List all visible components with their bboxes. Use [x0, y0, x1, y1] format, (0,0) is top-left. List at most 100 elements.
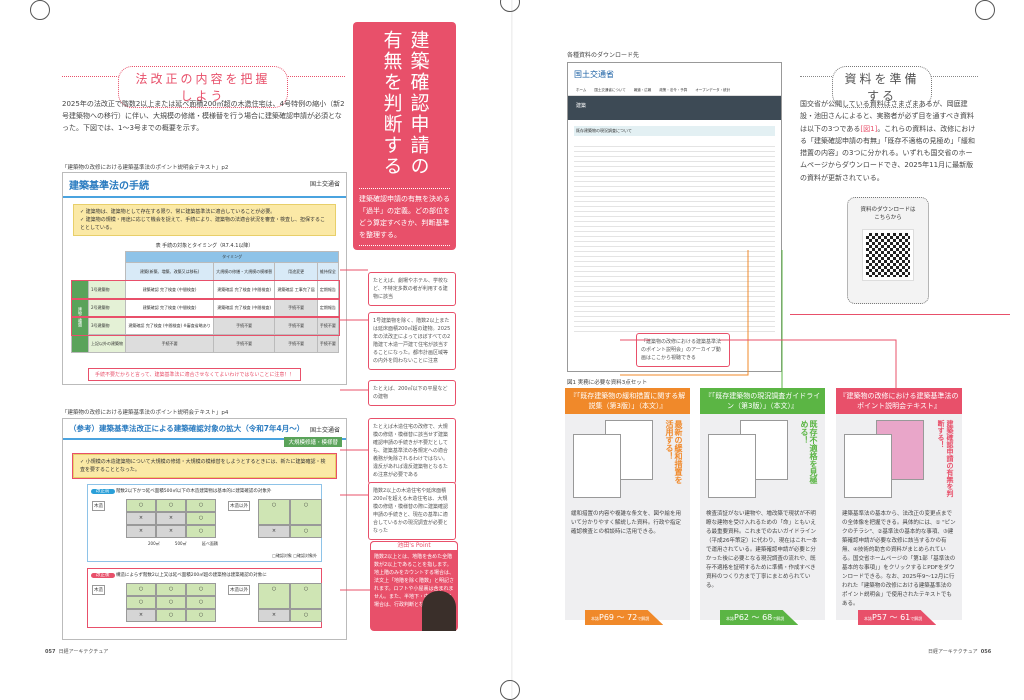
- cell: 建築確認 完了検査 (中間検査) ※審査省略あり: [125, 316, 214, 335]
- page-footer: 057 日経アーキテクチュア: [45, 648, 108, 655]
- page-reference-tag: 本誌P69 〜 72で解説: [585, 610, 664, 625]
- card-title: 『「既存建築物の現況調査ガイドライン（第3版）」（本文）』: [700, 388, 825, 414]
- figure-caption: 図1 実務に必要な資料3点セット: [567, 380, 648, 386]
- mlit-website-screenshot: 国土交通省 ホーム 国土交通省について 報道・広報 政策・法令・予算 オープンデータ・統…: [567, 62, 782, 372]
- figure-title: 建築基準法の手続: [63, 173, 346, 198]
- page-reference-tag: 本誌P57 〜 61で解説: [858, 610, 937, 625]
- nav-item[interactable]: 国土交通省について: [594, 88, 626, 92]
- check-box: ✓ 小規模の木造建築物について大規模の修繕・大規模の模様替をしようとするときには…: [72, 453, 337, 479]
- col-header: 維持保全: [316, 262, 340, 281]
- point-text: 階数2以上とは、地階を含めた全階数が2以上であることを指します。地上階のみをカウ…: [374, 554, 455, 608]
- card-text: 建築基準法の基本から、法改正の変更点までの全体像を把握できる。具体的には、① "…: [842, 511, 956, 607]
- nav-item[interactable]: 政策・法令・予算: [659, 88, 688, 92]
- side-label: 建物の種類: [71, 280, 89, 353]
- cell: 建築確認 完了検査 (中間検査): [125, 280, 214, 299]
- site-logo: 国土交通省: [574, 70, 614, 79]
- cell: 建築確認 工事完了届: [274, 280, 318, 299]
- procedure-figure: 建築基準法の手続 国土交通省 ✓ 建築物は、建築物として存在する限り、常に建築基…: [62, 172, 347, 385]
- cell: 手続不要: [316, 334, 340, 353]
- feature-lead: 建築確認申請の有無を決める「過半」の定義。どの部位をどう算定すべきか、判断基準を…: [359, 188, 450, 246]
- point-title: 池田's Point: [370, 541, 458, 551]
- cell: 建築確認 完了検査 (中間検査): [125, 298, 214, 317]
- qr-box: 資料のダウンロードはこちらから: [847, 197, 929, 304]
- card-body: 既存不適格を見極める！ 検査済証がない建物や、増改築で現状が不明瞭な建物を受け入…: [700, 414, 825, 620]
- check-item: 建築物は、建築物として存在する限り、常に建築基準法に適合していることが必要。: [85, 209, 276, 215]
- cell: 建築確認 完了検査 (中間検査): [212, 280, 276, 299]
- registration-mark: [975, 0, 995, 20]
- before-text: 階数2以下かつ延べ面積500㎡以下の木造建築物は基本的に建築確認の対象外: [115, 489, 272, 494]
- card-slogan: 既存不適格を見極める！: [800, 420, 818, 484]
- row-label: 上記以外の建築物: [87, 334, 127, 353]
- section-heading: 法改正の内容を把握しよう: [118, 66, 288, 108]
- intro-paragraph: 2025年の法改正で階数2以上または延べ面積200㎡超の木造住宅は、4号特例の縮…: [62, 100, 345, 132]
- figure-caption: 「建築物の改修における建築基準法のポイント説明会テキスト」p4: [62, 410, 229, 416]
- page-number: 057: [45, 649, 56, 655]
- card-text: 検査済証がない建物や、増改築で現状が不明瞭な建物を受け入れるための「命」ともいえ…: [706, 511, 818, 589]
- cell: 手続不要: [274, 334, 318, 353]
- figure-reference[interactable]: [図1]: [860, 124, 878, 133]
- badge: 大規模修繕・模様替: [284, 437, 342, 447]
- resource-card-pink: 『建築物の改修における建築基準法のポイント説明会テキスト』 建築確認申請の有無を…: [836, 388, 962, 625]
- figure-caption: 「建築物の改修における建築基準法のポイント説明会テキスト」p2: [62, 165, 229, 171]
- card-slogan: 最新の緩和措置を活用する！: [665, 420, 683, 484]
- annotation: たとえば木造住宅の改修で、大規模の修繕・模様替に該当せず建築確認申請の手続きが不…: [368, 418, 456, 484]
- before-diagram: 改正前 階数2以下かつ延べ面積500㎡以下の木造建築物は基本的に建築確認の対象外…: [87, 484, 322, 562]
- resource-card-green: 『「既存建築物の現況調査ガイドライン（第3版）」（本文）』 既存不適格を見極める…: [700, 388, 825, 625]
- after-wood-grid: ○ ○ ○ ○ ○ ○ × ○ ○: [126, 583, 216, 622]
- card-title: 『建築物の改修における建築基準法のポイント説明会テキスト』: [836, 388, 962, 414]
- mlit-logo: 国土交通省: [309, 181, 340, 188]
- after-nonwood-grid: ○ ○ × ○: [258, 583, 322, 622]
- registration-mark: [500, 680, 520, 700]
- card-title: 『「既存建築物の緩和措置に関する解説集（第3版）」（本文）』: [565, 388, 690, 414]
- card-body: 最新の緩和措置を活用する！ 緩和措置の内容や複雑な条文を、図や絵を用いて分かりや…: [565, 414, 690, 620]
- qr-code[interactable]: [862, 229, 914, 281]
- warning-note: 手続不要だからと言って、建築基準法に適合させなくてよいわけではないことに注意！！: [88, 368, 302, 381]
- legend: □確認対象 □確認対象外: [272, 553, 317, 558]
- section-heading: 資料を準備する: [832, 66, 932, 108]
- wood-label: 木造: [92, 501, 105, 511]
- col-header: 用途変更: [274, 262, 318, 281]
- site-nav: ホーム 国土交通省について 報道・広報 政策・法令・予算 オープンデータ・統計: [568, 86, 781, 96]
- nonwood-label: 木造以外: [228, 501, 250, 511]
- card-connector-lines: [620, 250, 897, 388]
- figure-title: （参考）建築基準法改正による建築確認対象の拡大（令和7年4月〜）: [63, 419, 346, 440]
- procedure-table: タイミング 建築(新築、増築、改築又は移転) 大規模の修繕・大規模の模様替 用途変更…: [70, 251, 340, 353]
- registration-mark: [30, 0, 50, 20]
- annotation: 1号建築物を除く、階数2以上または延床面積200㎡超の建物。2025年の法改正に…: [368, 312, 456, 370]
- gutter: [511, 0, 513, 698]
- cell: 建築確認 完了検査 (中間検査): [212, 298, 276, 317]
- axis-labels: 200㎡ 500㎡ 延べ面積: [148, 541, 218, 546]
- card-body: 建築確認申請の有無を判断する！ 建築基準法の基本から、法改正の変更点までの全体像…: [836, 414, 962, 620]
- archive-callout: 「建築物の改修における建築基準法のポイント説明会」のアーカイブ動画はここから視聴…: [636, 333, 730, 367]
- expansion-figure: （参考）建築基準法改正による建築確認対象の拡大（令和7年4月〜） 国土交通省 大…: [62, 418, 347, 640]
- check-item: 建築物の規模・用途に応じて機会を捉えて、手続により、建築物の法適合状況を審査・検…: [80, 217, 325, 231]
- nav-item[interactable]: 報道・広報: [633, 88, 652, 92]
- cell: 定期報告: [316, 280, 340, 299]
- registration-mark: [500, 0, 520, 12]
- annotation: 階数2以上の木造住宅や延床面積200㎡を超える木造住宅は、大規模の修繕・模様替の…: [368, 482, 456, 540]
- feature-title: 建築確認申請の有無を判断する: [380, 30, 430, 177]
- page-reference-tag: 本誌P62 〜 68で解説: [720, 610, 799, 625]
- document-thumbnail: [573, 434, 621, 498]
- annotation: たとえば、劇場やホテル、学校など、不特定多数の者が利用する建物に該当: [368, 272, 456, 306]
- timing-header: タイミング: [125, 251, 339, 263]
- row-label: 3号建築物: [87, 316, 127, 335]
- check-box: ✓ 建築物は、建築物として存在する限り、常に建築基準法に適合していることが必要。…: [73, 204, 336, 236]
- nav-item[interactable]: オープンデータ・統計: [695, 88, 731, 92]
- row-label: 2号建築物: [87, 298, 127, 317]
- check-item: 小規模の木造建築物について大規模の修繕・大規模の模様替をしようとするときには、新…: [80, 459, 326, 473]
- page-number: 056: [980, 649, 992, 655]
- qr-label: 資料のダウンロードはこちらから: [860, 207, 916, 221]
- magazine-name: 日経アーキテクチュア: [58, 649, 109, 655]
- cell: 手続不要: [125, 334, 214, 353]
- nav-item[interactable]: ホーム: [576, 88, 587, 92]
- intro-paragraph: 国交省が公開している資料はさまざまあるが、岡庭建設・池田さんによると、実務者が必…: [800, 100, 976, 182]
- before-wood-grid: ○ ○ ○ × × ○ × × ○: [126, 499, 216, 538]
- page-footer: 日経アーキテクチュア 056: [928, 648, 991, 655]
- cell: 手続不要: [274, 316, 318, 335]
- resource-card-orange: 『「既存建築物の緩和措置に関する解説集（第3版）」（本文）』 最新の緩和措置を活…: [565, 388, 690, 625]
- point-box: 池田's Point 階数2以上とは、地階を含めた全階数が2以上であることを指し…: [370, 541, 458, 631]
- magazine-name: 日経アーキテクチュア: [928, 649, 978, 655]
- after-diagram: 改正後 構造によらず階数2以上又は延べ面積200㎡超の建築物は建築確認の対象に …: [87, 568, 322, 628]
- before-label: 改正前: [91, 489, 115, 494]
